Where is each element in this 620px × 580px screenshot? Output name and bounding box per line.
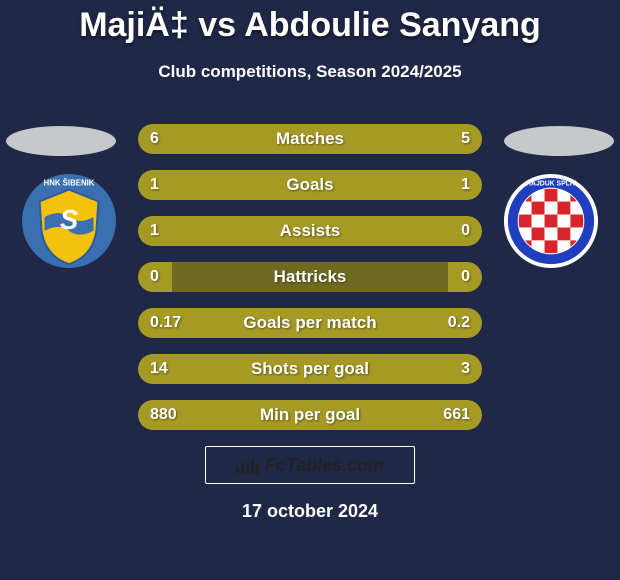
ellipse-right xyxy=(504,126,614,156)
page-title: MajiÄ‡ vs Abdoulie Sanyang xyxy=(0,6,620,45)
comparison-card: MajiÄ‡ vs Abdoulie Sanyang Club competit… xyxy=(0,0,620,580)
stat-label: Matches xyxy=(138,124,482,154)
stat-row: 0.170.2Goals per match xyxy=(138,308,482,338)
footer-logo-text: FcTables.com xyxy=(265,455,384,476)
stat-row: 880661Min per goal xyxy=(138,400,482,430)
stat-row: 65Matches xyxy=(138,124,482,154)
ellipse-left xyxy=(6,126,116,156)
stat-row: 10Assists xyxy=(138,216,482,246)
badge-right-checker xyxy=(519,189,584,254)
club-badge-right: HAJDUK SPLIT xyxy=(502,172,600,270)
stat-row: 143Shots per goal xyxy=(138,354,482,384)
stat-label: Assists xyxy=(138,216,482,246)
footer-logo-icon xyxy=(236,456,259,474)
badge-right-ring-text: HAJDUK SPLIT xyxy=(526,181,577,188)
badge-left-letter: S xyxy=(60,204,79,235)
club-badge-left: HNK ŠIBENIK S xyxy=(20,172,118,270)
stat-row: 00Hattricks xyxy=(138,262,482,292)
stat-label: Min per goal xyxy=(138,400,482,430)
stat-label: Goals per match xyxy=(138,308,482,338)
stats-area: 65Matches 11Goals 10Assists 00Hattricks 0.17… xyxy=(138,124,482,446)
stat-label: Hattricks xyxy=(138,262,482,292)
footer-logo: FcTables.com xyxy=(205,446,415,484)
stat-label: Goals xyxy=(138,170,482,200)
stat-row: 11Goals xyxy=(138,170,482,200)
stat-label: Shots per goal xyxy=(138,354,482,384)
subtitle: Club competitions, Season 2024/2025 xyxy=(0,62,620,82)
badge-left-ring-text: HNK ŠIBENIK xyxy=(44,179,95,188)
date-text: 17 october 2024 xyxy=(0,501,620,522)
